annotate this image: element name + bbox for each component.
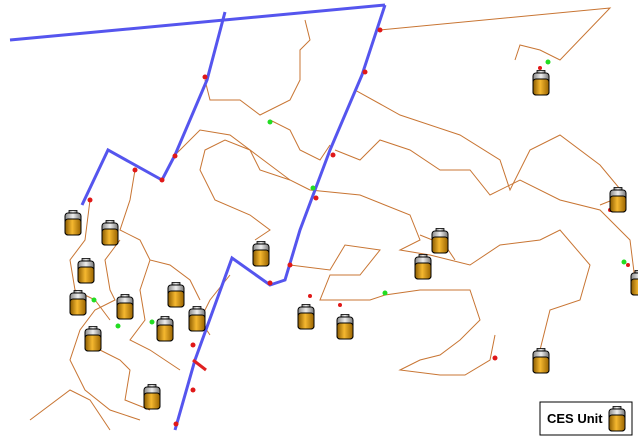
ces-units: [64, 70, 638, 410]
nodes: [87, 27, 630, 427]
legend-label: CES Unit: [547, 411, 603, 426]
feeders: [29, 7, 636, 431]
switch: [192, 358, 207, 372]
main-lines: [9, 3, 387, 431]
green-nodes: [91, 59, 627, 329]
legend: CES Unit: [539, 401, 633, 436]
